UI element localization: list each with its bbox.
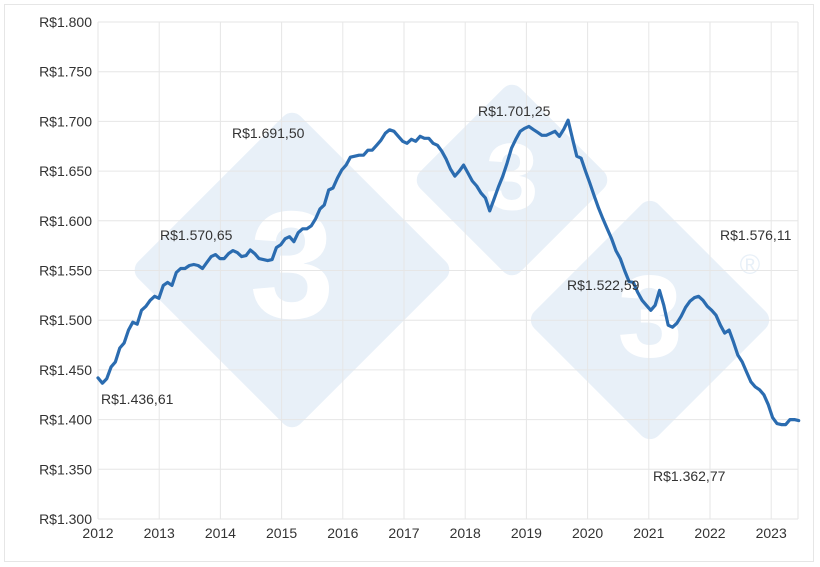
x-tick-label: 2014 bbox=[205, 525, 236, 541]
x-tick-label: 2019 bbox=[511, 525, 542, 541]
svg-text:3: 3 bbox=[486, 124, 539, 230]
y-tick-label: R$1.450 bbox=[39, 362, 92, 378]
x-tick-label: 2023 bbox=[756, 525, 787, 541]
grid-lines bbox=[97, 21, 799, 520]
y-tick-label: R$1.550 bbox=[39, 263, 92, 279]
data-label: R$1.701,25 bbox=[478, 103, 551, 119]
data-labels: R$1.436,61 R$1.570,65 R$1.691,50 R$1.701,25… bbox=[101, 103, 792, 484]
svg-text:3: 3 bbox=[617, 250, 682, 381]
watermark-logo: 333 ® bbox=[134, 84, 770, 440]
x-tick-label: 2020 bbox=[572, 525, 603, 541]
y-tick-label: R$1.400 bbox=[39, 412, 92, 428]
y-tick-label: R$1.650 bbox=[39, 163, 92, 179]
y-tick-label: R$1.600 bbox=[39, 213, 92, 229]
x-tick-label: 2016 bbox=[327, 525, 358, 541]
y-tick-label: R$1.800 bbox=[39, 14, 92, 30]
watermark-diamond: 3 bbox=[416, 84, 608, 276]
y-axis: R$1.300 R$1.350 R$1.400 R$1.450 R$1.500 R$1.5… bbox=[39, 14, 92, 527]
y-tick-label: R$1.750 bbox=[39, 64, 92, 80]
y-tick-label: R$1.350 bbox=[39, 461, 92, 477]
y-tick-label: R$1.500 bbox=[39, 312, 92, 328]
data-label: R$1.522,59 bbox=[567, 277, 640, 293]
x-tick-label: 2018 bbox=[450, 525, 481, 541]
data-label: R$1.691,50 bbox=[232, 125, 305, 141]
x-tick-label: 2022 bbox=[694, 525, 725, 541]
y-tick-label: R$1.300 bbox=[39, 511, 92, 527]
data-label: R$1.362,77 bbox=[653, 468, 726, 484]
x-tick-label: 2021 bbox=[633, 525, 664, 541]
x-tick-label: 2012 bbox=[82, 525, 113, 541]
data-label: R$1.576,11 bbox=[720, 227, 792, 243]
x-tick-label: 2013 bbox=[144, 525, 175, 541]
x-tick-label: 2017 bbox=[388, 525, 419, 541]
y-tick-label: R$1.700 bbox=[39, 113, 92, 129]
x-tick-label: 2015 bbox=[266, 525, 297, 541]
price-series-line bbox=[96, 118, 801, 427]
data-label: R$1.436,61 bbox=[101, 391, 174, 407]
x-axis: 2012 2013 2014 2015 2016 2017 2018 2019 2020 2021… bbox=[82, 525, 787, 541]
data-label: R$1.570,65 bbox=[160, 227, 233, 243]
registered-mark: ® bbox=[740, 249, 761, 280]
